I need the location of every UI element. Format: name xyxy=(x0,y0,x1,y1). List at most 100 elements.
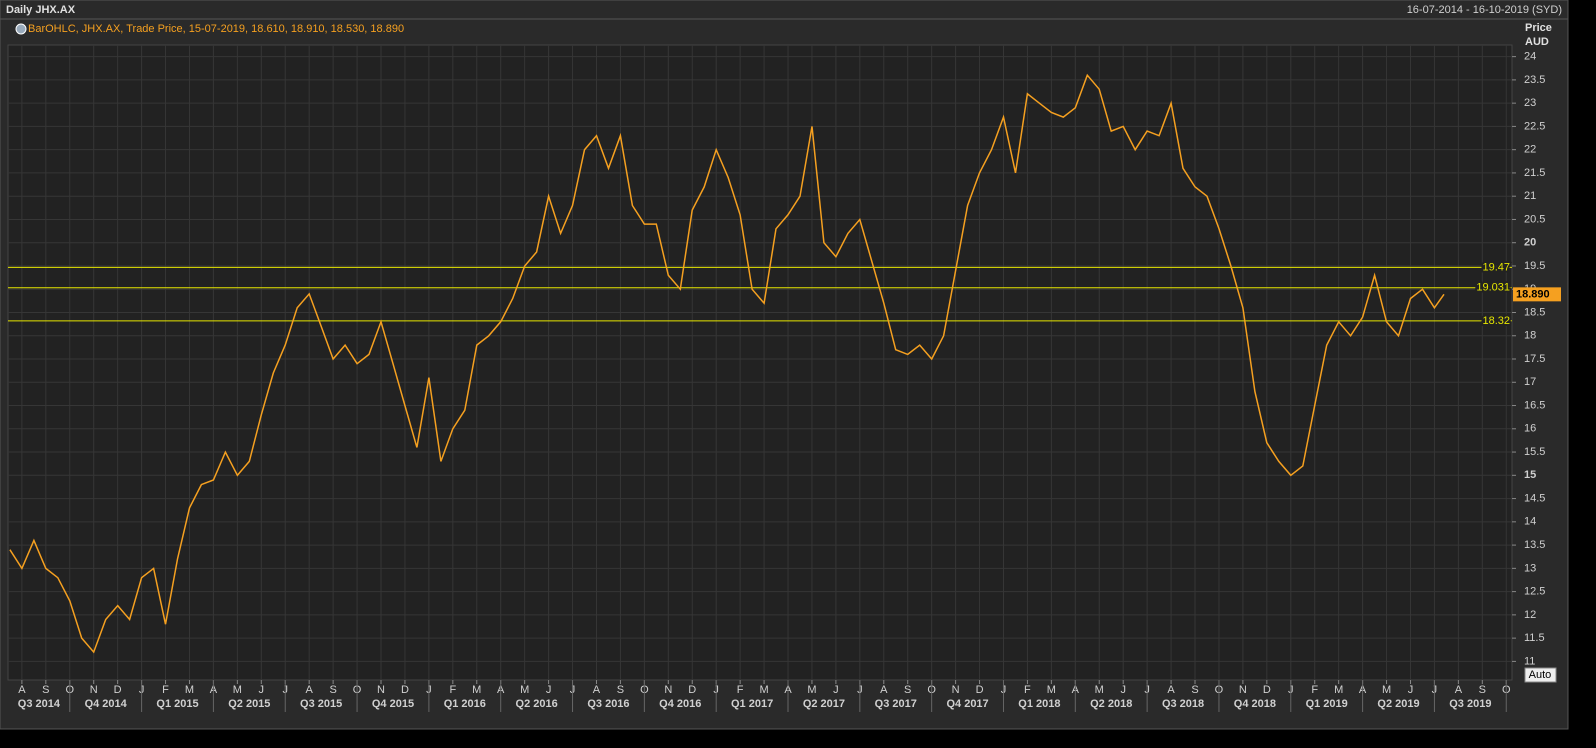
x-tick-label: A xyxy=(1167,684,1175,696)
y-tick-label: 15 xyxy=(1524,469,1536,481)
quarter-label: Q3 2017 xyxy=(875,698,917,710)
y-tick-label: 17 xyxy=(1524,376,1536,388)
x-tick-label: J xyxy=(259,684,265,696)
y-tick-label: 11.5 xyxy=(1524,632,1545,644)
x-tick-label: J xyxy=(1408,684,1414,696)
date-range: 16-07-2014 - 16-10-2019 (SYD) xyxy=(1407,4,1562,16)
y-tick-label: 23 xyxy=(1524,97,1536,109)
y-tick-label: 20.5 xyxy=(1524,213,1545,225)
x-tick-label: A xyxy=(880,684,888,696)
legend-text: BarOHLC, JHX.AX, Trade Price, 15-07-2019… xyxy=(28,23,404,35)
x-tick-label: M xyxy=(807,684,816,696)
y-tick-label: 16 xyxy=(1524,423,1536,435)
x-tick-label: N xyxy=(90,684,98,696)
level-label: 19.031 xyxy=(1476,282,1510,294)
auto-button[interactable] xyxy=(1524,667,1557,683)
y-tick-label: 11 xyxy=(1524,655,1535,667)
quarter-label: Q4 2017 xyxy=(946,698,988,710)
y-tick-label: 14 xyxy=(1524,516,1536,528)
y-tick-label: 12 xyxy=(1524,609,1536,621)
x-tick-label: A xyxy=(18,684,26,696)
quarter-label: Q1 2015 xyxy=(156,698,198,710)
x-tick-label: F xyxy=(1024,684,1031,696)
level-label: 18.32 xyxy=(1482,315,1510,327)
y-tick-label: 13.5 xyxy=(1524,539,1545,551)
quarter-label: Q1 2017 xyxy=(731,698,773,710)
x-tick-label: A xyxy=(1455,684,1463,696)
x-tick-label: N xyxy=(1239,684,1247,696)
quarter-label: Q2 2018 xyxy=(1090,698,1132,710)
y-axis-unit: AUD xyxy=(1525,36,1549,48)
y-tick-label: 13 xyxy=(1524,562,1536,574)
price-line xyxy=(9,73,1445,654)
y-tick-label: 17.5 xyxy=(1524,353,1545,365)
last-price-box xyxy=(1513,287,1561,302)
quarter-label: Q4 2014 xyxy=(85,698,128,710)
y-tick-label: 21.5 xyxy=(1524,167,1545,179)
x-tick-label: M xyxy=(1047,684,1056,696)
x-tick-label: M xyxy=(1095,684,1104,696)
y-tick-label: 15.5 xyxy=(1524,446,1545,458)
level-label: 19.47 xyxy=(1482,261,1510,273)
legend-icon xyxy=(15,23,27,35)
x-tick-label: J xyxy=(546,684,552,696)
x-tick-label: N xyxy=(952,684,960,696)
x-tick-label: D xyxy=(688,684,696,696)
quarter-label: Q3 2014 xyxy=(18,698,61,710)
y-tick-label: 22 xyxy=(1524,144,1536,156)
x-tick-label: D xyxy=(976,684,984,696)
quarter-label: Q4 2016 xyxy=(659,698,701,710)
y-tick-label: 12.5 xyxy=(1524,586,1545,598)
x-tick-label: F xyxy=(449,684,456,696)
x-tick-label: M xyxy=(472,684,481,696)
y-tick-label: 20 xyxy=(1524,237,1536,249)
quarter-label: Q3 2018 xyxy=(1162,698,1204,710)
x-tick-label: S xyxy=(1191,684,1198,696)
x-tick-label: M xyxy=(1382,684,1391,696)
x-tick-label: A xyxy=(593,684,601,696)
auto-button-label[interactable]: Auto xyxy=(1529,669,1552,681)
x-tick-label: S xyxy=(329,684,336,696)
x-tick-label: S xyxy=(617,684,624,696)
plot-area xyxy=(7,44,1513,681)
x-tick-label: D xyxy=(114,684,122,696)
last-price-label: 18.890 xyxy=(1516,288,1550,300)
x-tick-label: D xyxy=(1263,684,1271,696)
quarter-label: Q1 2016 xyxy=(444,698,486,710)
x-tick-label: D xyxy=(401,684,409,696)
x-tick-label: M xyxy=(1334,684,1343,696)
quarter-label: Q2 2016 xyxy=(516,698,558,710)
x-tick-label: J xyxy=(1120,684,1126,696)
y-tick-label: 24 xyxy=(1524,51,1536,63)
y-tick-label: 18 xyxy=(1524,330,1536,342)
quarter-label: Q4 2018 xyxy=(1234,698,1276,710)
quarter-label: Q1 2018 xyxy=(1018,698,1060,710)
quarter-label: Q1 2019 xyxy=(1306,698,1348,710)
x-tick-label: M xyxy=(233,684,242,696)
quarter-label: Q2 2017 xyxy=(803,698,845,710)
x-tick-label: N xyxy=(377,684,385,696)
x-tick-label: M xyxy=(185,684,194,696)
x-tick-label: M xyxy=(759,684,768,696)
y-tick-label: 22.5 xyxy=(1524,120,1545,132)
x-tick-label: S xyxy=(904,684,911,696)
quarter-label: Q4 2015 xyxy=(372,698,414,710)
y-tick-label: 19.5 xyxy=(1524,260,1545,272)
x-tick-label: F xyxy=(1311,684,1318,696)
quarter-label: Q3 2015 xyxy=(300,698,342,710)
x-tick-label: J xyxy=(833,684,839,696)
chart-title: Daily JHX.AX xyxy=(6,4,76,16)
y-tick-label: 18.5 xyxy=(1524,306,1545,318)
y-tick-label: 21 xyxy=(1524,190,1536,202)
x-tick-label: F xyxy=(162,684,169,696)
quarter-label: Q2 2019 xyxy=(1377,698,1419,710)
quarter-label: Q2 2015 xyxy=(228,698,270,710)
y-tick-label: 16.5 xyxy=(1524,399,1545,411)
y-tick-label: 23.5 xyxy=(1524,74,1545,86)
x-tick-label: S xyxy=(1479,684,1486,696)
x-tick-label: S xyxy=(42,684,49,696)
y-tick-label: 14.5 xyxy=(1524,492,1545,504)
x-tick-label: N xyxy=(664,684,672,696)
quarter-label: Q3 2016 xyxy=(587,698,629,710)
